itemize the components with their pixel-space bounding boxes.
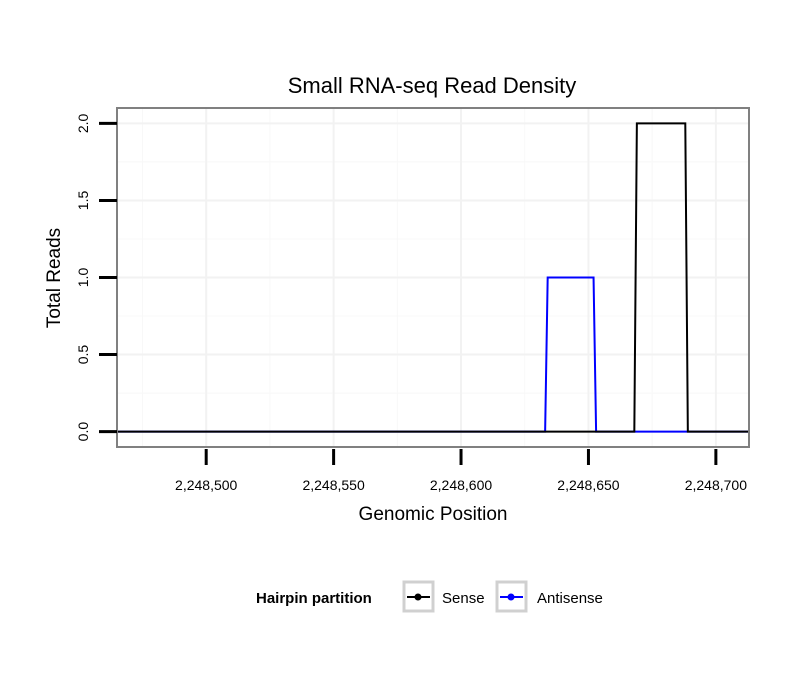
series-layer [117,122,749,433]
y-axis-ticks: 0.0 0.5 1.0 1.5 2.0 [75,113,117,441]
grid-major [117,108,749,447]
y-tick-label: 1.0 [75,268,91,288]
legend-label-sense: Sense [442,590,485,607]
legend-label-antisense: Antisense [537,590,603,607]
legend-dot-sense [414,593,422,601]
chart-title: Small RNA-seq Read Density [288,73,577,98]
y-tick-label: 0.0 [75,422,91,442]
y-axis-title: Total Reads [44,228,65,328]
legend-title: Hairpin partition [256,590,372,607]
legend: Hairpin partition Sense Antisense [256,580,603,613]
series-line-sense [117,122,749,433]
y-tick-label: 2.0 [75,113,91,133]
x-axis-ticks: 2,248,500 2,248,550 2,248,600 2,248,650 2,24… [175,449,747,493]
x-tick-label: 2,248,700 [685,477,747,493]
x-axis-title: Genomic Position [359,504,508,525]
y-tick-label: 0.5 [75,345,91,365]
x-tick-label: 2,248,550 [302,477,364,493]
x-tick-label: 2,248,600 [430,477,492,493]
y-tick-label: 1.5 [75,191,91,211]
legend-dot-antisense [507,593,515,601]
x-tick-label: 2,248,650 [557,477,619,493]
x-tick-label: 2,248,500 [175,477,237,493]
